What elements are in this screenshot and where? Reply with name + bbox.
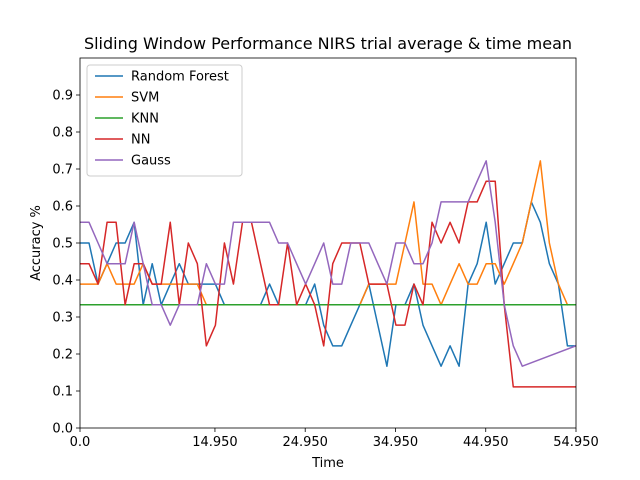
x-tick-label: 0.0 [70, 435, 91, 450]
axes-layer: 0.0 14.950 24.950 34.950 44.950 54.950 0.0 0.1 0… [52, 57, 599, 450]
y-tick-label: 0.7 [52, 163, 73, 178]
legend-label: SVM [131, 91, 159, 106]
x-tick-label: 14.950 [192, 435, 238, 450]
x-tick-label: 44.950 [463, 435, 509, 450]
x-tick-label: 24.950 [282, 435, 328, 450]
x-tick-label: 34.950 [373, 435, 419, 450]
y-tick-label: 0.2 [52, 348, 73, 363]
y-tick-label: 0.5 [52, 237, 73, 252]
y-tick-label: 0.4 [52, 274, 73, 289]
legend-label: KNN [131, 112, 159, 127]
legend-label: Random Forest [131, 70, 229, 85]
x-tick-label: 54.950 [553, 435, 599, 450]
series-layer [80, 160, 576, 388]
y-tick-label: 0.1 [52, 385, 73, 400]
y-axis-label: Accuracy % [29, 205, 44, 281]
y-tick-label: 0.9 [52, 89, 73, 104]
y-tick-label: 0.8 [52, 126, 73, 141]
series-line-gauss [80, 160, 576, 367]
chart-title: Sliding Window Performance NIRS trial av… [84, 34, 572, 53]
y-tick-label: 0.6 [52, 200, 73, 215]
legend-label: Gauss [131, 154, 171, 169]
y-tick-label: 0.0 [52, 422, 73, 437]
series-line-random-forest [80, 201, 576, 367]
legend-label: NN [131, 133, 150, 148]
legend-box [86, 64, 243, 177]
legend: Random Forest SVM KNN NN Gauss [86, 64, 243, 177]
y-tick-label: 0.3 [52, 311, 73, 326]
x-axis-label: Time [311, 456, 344, 471]
